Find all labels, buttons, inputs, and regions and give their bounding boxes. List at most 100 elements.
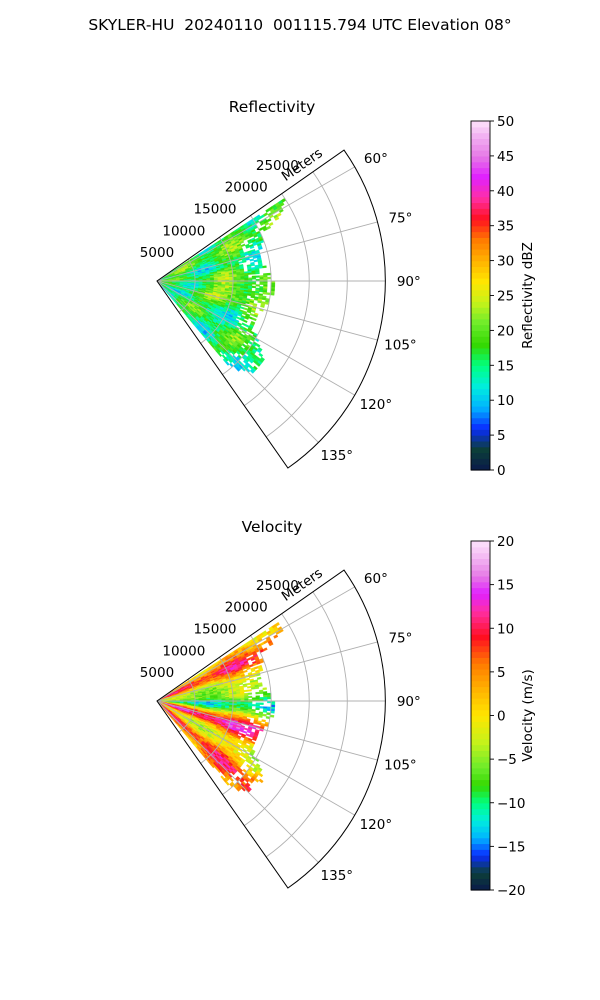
polar-panel-reflectivity: Reflectivity500010000150002000025000Mete…	[140, 98, 536, 479]
figure-suptitle: SKYLER-HU 20240110 001115.794 UTC Elevat…	[88, 16, 512, 34]
data-cell	[259, 702, 264, 705]
colorbar-segment	[471, 283, 490, 291]
colorbar-segment	[471, 260, 490, 268]
colorbar-segment	[471, 126, 490, 134]
colorbar-segment	[471, 184, 490, 192]
colorbar-segment	[471, 301, 490, 308]
colorbar-segment	[471, 674, 490, 682]
data-cell	[276, 212, 282, 217]
colorbar-tick-label: 0	[497, 709, 506, 725]
data-cell	[239, 240, 245, 245]
data-cell	[259, 706, 264, 709]
data-cell	[240, 306, 245, 310]
data-cell	[247, 272, 253, 275]
data-cell	[247, 692, 253, 695]
data-cell	[258, 684, 263, 687]
colorbar-segment	[471, 150, 490, 157]
data-cell	[267, 694, 272, 698]
colorbar-tick-label: −5	[497, 752, 517, 768]
colorbar-label: Reflectivity dBZ	[520, 242, 536, 349]
colorbar-segment	[471, 144, 490, 151]
r-tick-label: 20000	[225, 600, 268, 616]
data-cell	[243, 669, 248, 674]
colorbar-segment	[471, 330, 490, 337]
colorbar-segment	[471, 855, 490, 862]
theta-tick-label: 120°	[360, 397, 393, 413]
data-cell	[258, 772, 264, 778]
data-cell	[243, 307, 249, 311]
data-cell	[266, 218, 272, 223]
colorbar-tick-label: −10	[497, 796, 526, 812]
colorbar-segment	[471, 814, 490, 821]
colorbar-segment	[471, 570, 490, 577]
colorbar-segment	[471, 558, 490, 565]
data-cell	[255, 691, 260, 695]
colorbar-segment	[471, 610, 490, 618]
data-cell	[262, 265, 267, 269]
colorbar-segment	[471, 365, 490, 372]
data-cell	[217, 352, 223, 358]
colorbar-segment	[471, 860, 490, 868]
data-cell	[242, 319, 248, 324]
colorbar-segment	[471, 167, 490, 174]
colorbar-segment	[471, 866, 490, 874]
colorbar-segment	[471, 878, 490, 885]
data-cell	[249, 258, 254, 262]
colorbar-segment	[471, 587, 490, 594]
colorbar-segment	[471, 750, 490, 757]
colorbar-segment	[471, 231, 490, 238]
colorbar-segment	[471, 802, 490, 810]
colorbar-segment	[471, 190, 490, 198]
data-cell	[273, 634, 279, 639]
r-tick-label: 10000	[162, 643, 205, 659]
data-cell	[251, 285, 256, 289]
colorbar-tick-label: 40	[497, 184, 514, 200]
data-cell	[251, 704, 257, 707]
colorbar-segment	[471, 599, 490, 606]
colorbar-segment	[471, 289, 490, 297]
colorbar-segment	[471, 715, 490, 722]
colorbar-segment	[471, 312, 490, 320]
data-cell	[248, 277, 253, 280]
data-cell	[242, 730, 248, 734]
colorbar-tick-label: 0	[497, 463, 506, 479]
colorbar-segment	[471, 668, 490, 676]
colorbar-segment	[471, 628, 490, 635]
r-tick-label: 5000	[140, 665, 174, 681]
colorbar-segment	[471, 342, 490, 349]
colorbar-tick-label: −20	[497, 883, 526, 899]
colorbar-segment	[471, 808, 490, 815]
colorbar-segment	[471, 394, 490, 401]
theta-tick-label: 135°	[321, 448, 354, 464]
data-cell	[244, 277, 249, 280]
colorbar-tick-label: 30	[497, 254, 514, 270]
colorbar-segment	[471, 651, 490, 658]
colorbar-segment	[471, 278, 490, 285]
colorbar-segment	[471, 266, 490, 273]
colorbar-segment	[471, 400, 490, 407]
panel-title: Reflectivity	[229, 98, 316, 116]
colorbar-segment	[471, 791, 490, 798]
data-cell	[267, 276, 272, 280]
colorbar-segment	[471, 826, 490, 833]
data-cell	[254, 292, 260, 296]
data-cell	[250, 715, 255, 719]
data-cell	[254, 778, 260, 783]
data-cell	[238, 261, 243, 264]
data-cell	[255, 707, 260, 711]
data-cell	[270, 282, 276, 286]
colorbar-segment	[471, 440, 490, 448]
colorbar-segment	[471, 762, 490, 769]
colorbar-segment	[471, 593, 490, 600]
data-cell	[225, 781, 230, 786]
data-cell	[251, 687, 256, 690]
colorbar-segment	[471, 604, 490, 612]
colorbar-segment	[471, 225, 490, 233]
data-cell	[246, 715, 252, 718]
data-cell	[266, 272, 272, 276]
colorbar-segment	[471, 376, 490, 384]
data-cell	[274, 216, 280, 221]
colorbar-segment	[471, 552, 490, 560]
colorbar-segment	[471, 686, 490, 693]
